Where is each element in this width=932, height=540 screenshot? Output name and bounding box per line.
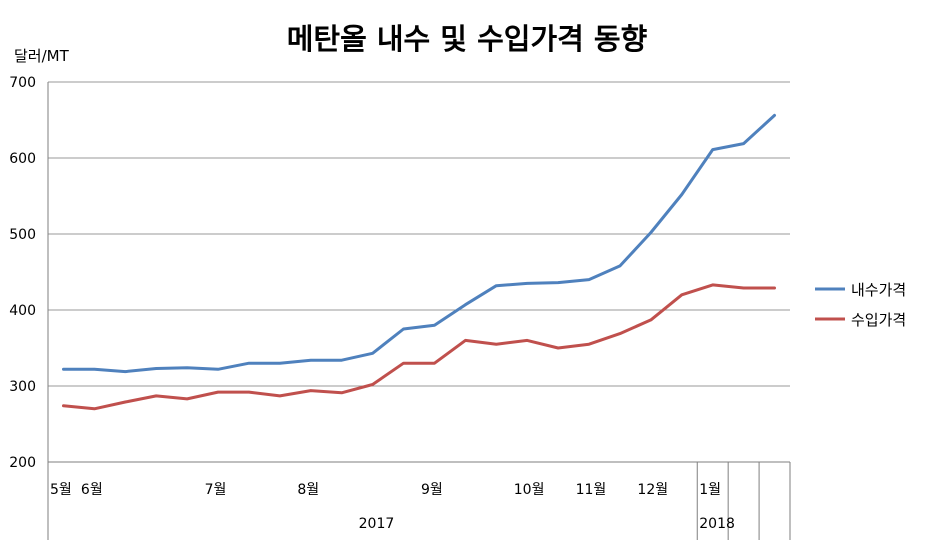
data-point — [556, 346, 560, 350]
data-point — [62, 368, 65, 371]
x-month-label: 12월 — [637, 482, 668, 498]
data-point — [618, 332, 622, 335]
data-point — [62, 404, 65, 407]
data-point — [371, 383, 374, 386]
data-point — [185, 366, 189, 369]
data-point — [773, 286, 776, 290]
data-point — [618, 264, 622, 268]
data-point — [93, 368, 96, 371]
data-point — [742, 286, 745, 290]
data-point — [216, 368, 220, 371]
x-month-label: 10월 — [514, 482, 545, 498]
data-point — [526, 339, 529, 342]
y-tick-labels: 200 300 400 500 600 700 — [9, 75, 36, 471]
data-point — [649, 231, 653, 234]
data-point — [278, 394, 282, 398]
x-tick-labels: 5월 6월 7월 8월 9월 10월 11월 12월 1월 2017 2018 — [50, 482, 735, 532]
data-point — [773, 114, 776, 117]
data-point — [649, 318, 653, 322]
x-month-label: 9월 — [421, 482, 443, 498]
data-point — [216, 390, 220, 394]
data-point — [526, 282, 529, 285]
data-point — [495, 284, 498, 287]
data-point — [371, 352, 374, 355]
y-tick-label: 500 — [9, 227, 36, 243]
chart-title: 메탄올 내수 및 수입가격 동향 — [287, 22, 648, 56]
x-month-label: 7월 — [205, 482, 227, 498]
legend-label-1: 내수가격 — [851, 281, 906, 299]
data-point — [124, 400, 127, 404]
data-point — [742, 142, 745, 145]
data-point — [587, 278, 591, 281]
y-axis-unit-label: 달러/MT — [14, 47, 70, 65]
y-tick-label: 700 — [9, 75, 36, 91]
x-month-label: 1월 — [699, 482, 721, 498]
data-point — [155, 394, 158, 398]
y-tick-label: 200 — [9, 455, 36, 471]
data-point — [155, 367, 158, 370]
data-point — [495, 343, 498, 346]
data-point — [680, 293, 683, 296]
gridlines — [48, 81, 790, 387]
data-point — [340, 391, 343, 395]
data-point — [247, 390, 251, 394]
y-tick-label: 600 — [9, 151, 36, 167]
data-point — [711, 148, 714, 151]
x-year-label: 2018 — [699, 516, 735, 532]
y-tick-label: 400 — [9, 303, 36, 319]
x-month-label: 5월 — [50, 482, 72, 498]
data-point — [433, 362, 436, 365]
axes — [47, 82, 791, 540]
data-point — [402, 362, 405, 365]
x-year-label: 2017 — [359, 516, 395, 532]
data-point — [309, 358, 312, 362]
data-point — [464, 339, 467, 342]
x-month-label: 8월 — [297, 482, 319, 498]
x-month-label: 11월 — [576, 482, 607, 498]
data-series — [62, 113, 776, 411]
data-point — [402, 327, 405, 331]
y-tick-label: 300 — [9, 379, 36, 395]
data-point — [433, 324, 436, 327]
legend-label-2: 수입가격 — [851, 311, 906, 329]
series-line-1 — [62, 113, 776, 374]
data-point — [711, 283, 714, 287]
data-point — [124, 370, 127, 373]
data-point — [185, 397, 189, 401]
data-point — [556, 281, 560, 284]
data-point — [587, 343, 591, 346]
data-point — [309, 389, 312, 392]
data-point — [464, 303, 467, 306]
data-point — [278, 362, 282, 365]
data-point — [93, 407, 96, 410]
data-point — [680, 193, 683, 196]
x-month-label: 6월 — [81, 482, 103, 498]
series-line-2 — [62, 283, 776, 411]
data-point — [247, 362, 251, 365]
data-point — [340, 358, 343, 362]
